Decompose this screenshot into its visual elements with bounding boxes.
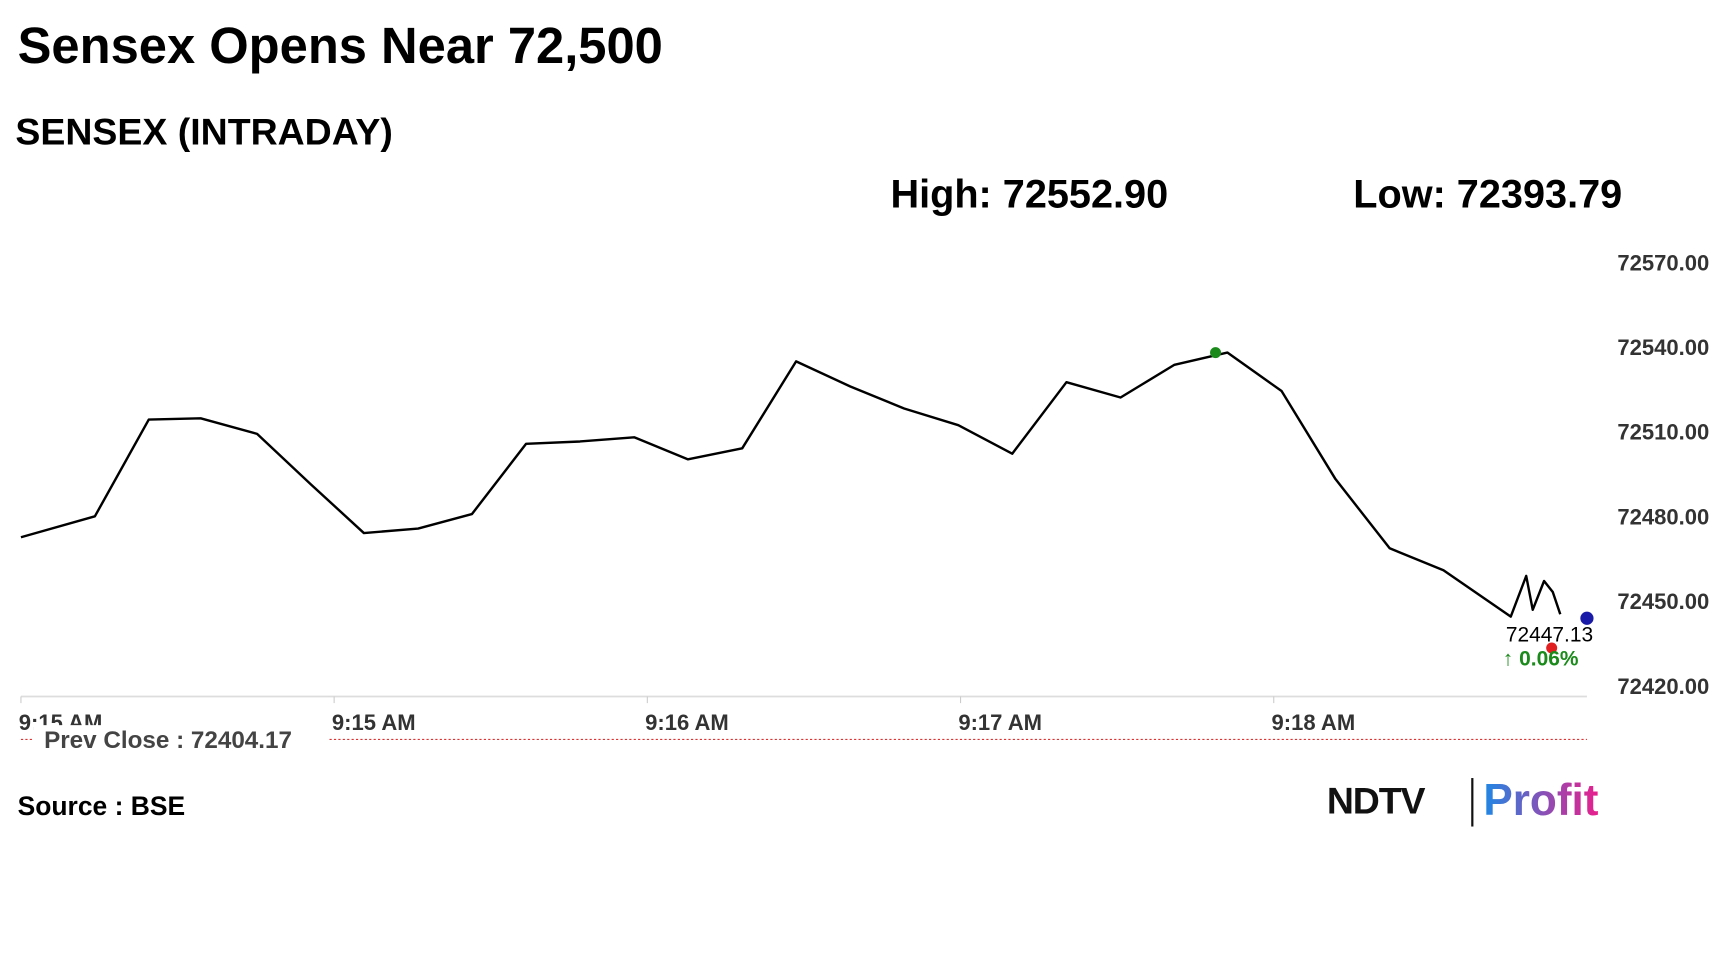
x-tick-label: 9:15 AM <box>332 710 416 735</box>
prev-close-bg <box>33 725 329 756</box>
high-label: High: 72552.90 <box>890 173 1168 217</box>
logo-ndtv: NDTV <box>1327 779 1426 821</box>
low-label: Low: 72393.79 <box>1353 173 1622 217</box>
y-tick-label: 72450.00 <box>1617 589 1709 614</box>
chart-title: Sensex Opens Near 72,500 <box>18 17 663 74</box>
y-tick-label: 72480.00 <box>1617 504 1709 529</box>
high-marker <box>1210 347 1222 359</box>
y-tick-label: 72510.00 <box>1617 420 1709 445</box>
last-value: 72447.13 <box>1506 623 1593 646</box>
end-marker <box>1580 611 1594 625</box>
prev-close-label: Prev Close : 72404.17 <box>44 727 292 754</box>
y-tick-label: 72570.00 <box>1617 250 1709 275</box>
y-tick-label: 72420.00 <box>1617 674 1709 699</box>
x-tick-label: 9:16 AM <box>645 710 729 735</box>
x-tick-label: 9:18 AM <box>1272 710 1356 735</box>
logo-profit: Profit <box>1483 776 1598 825</box>
prev-marker <box>1546 642 1558 654</box>
price-line <box>20 351 1562 618</box>
x-tick-label: 9:17 AM <box>958 710 1042 735</box>
chart-subtitle: SENSEX (INTRADAY) <box>15 110 392 152</box>
change: ↑ 0.06% <box>1503 648 1579 671</box>
y-tick-label: 72540.00 <box>1617 335 1709 360</box>
source: Source : BSE <box>18 791 185 821</box>
